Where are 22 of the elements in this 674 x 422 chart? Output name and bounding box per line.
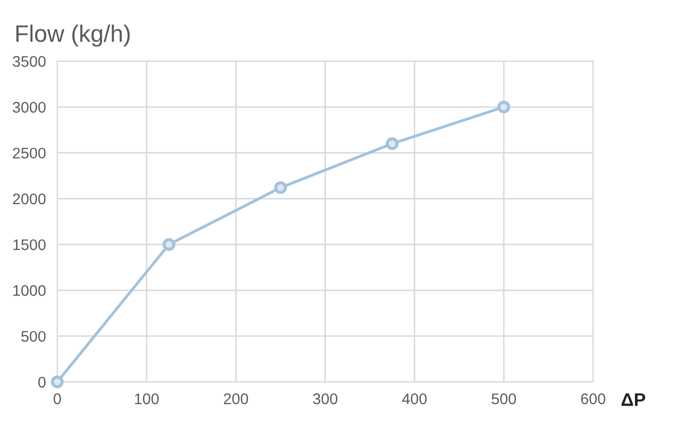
point [386, 137, 399, 150]
x-tick-label: 300 [313, 393, 338, 404]
x-tick-label: 100 [135, 393, 159, 404]
x-tick-label: 500 [492, 393, 516, 404]
y-tick-label: 3000 [12, 102, 46, 113]
x-tick-label: 400 [402, 393, 427, 404]
point [274, 181, 287, 194]
x-tick-label: 200 [224, 393, 248, 404]
point [162, 238, 176, 251]
y-tick-label: 2500 [12, 148, 46, 159]
x-axis-title: ΔP [622, 393, 646, 406]
x-tick-label: 600 [581, 393, 606, 404]
x-tick-label: 0 [54, 393, 61, 404]
y-tick-label: 1000 [13, 285, 46, 296]
y-tick-label: 1500 [13, 239, 46, 250]
y-tick-label: 500 [21, 330, 46, 342]
point [497, 100, 510, 114]
y-tick-label: 0 [38, 376, 46, 388]
chart-title: Flow (kg/h) [16, 24, 130, 47]
y-tick-label: 2000 [12, 194, 46, 204]
y-tick-label: 3500 [12, 56, 46, 67]
point [50, 376, 64, 388]
